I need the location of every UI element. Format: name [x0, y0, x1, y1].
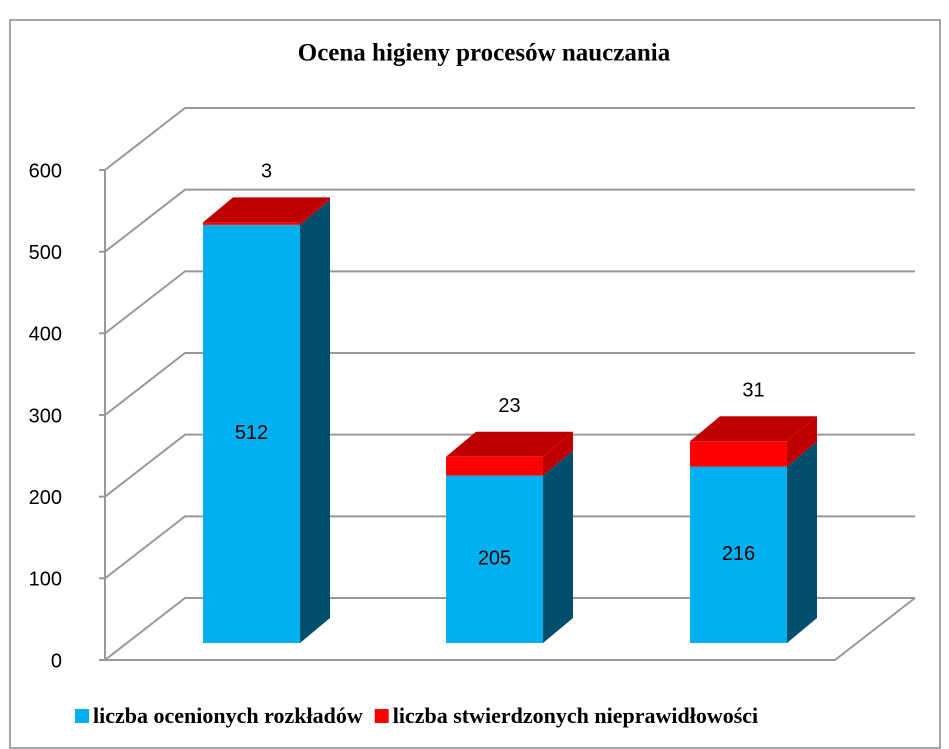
value-label: 205: [478, 548, 511, 570]
grid-line: [104, 433, 915, 498]
y-tick-label: 100: [29, 569, 62, 591]
bar-front: [203, 224, 300, 643]
value-label: 23: [498, 395, 520, 417]
legend-swatch: [75, 709, 89, 723]
legend-label: liczba ocenionych rozkładów: [93, 703, 363, 728]
bar-top: [446, 431, 573, 457]
bar-front: [690, 441, 787, 467]
bar-front: [446, 456, 543, 476]
grid-line: [104, 515, 915, 580]
y-tick-label: 400: [29, 324, 62, 346]
bar-front: [203, 222, 300, 225]
grid-line: [104, 107, 915, 171]
value-label: 3: [261, 161, 272, 183]
y-tick-label: 0: [51, 650, 62, 672]
y-tick-label: 500: [29, 242, 62, 264]
bar-front: [690, 466, 787, 643]
value-label: 31: [742, 380, 764, 402]
bar-top: [203, 197, 330, 223]
bar-side: [300, 199, 330, 643]
bar-front: [446, 475, 543, 643]
legend-swatch: [374, 709, 389, 723]
bar-side: [300, 197, 330, 225]
grid-line: [104, 270, 915, 335]
grid-line: [104, 188, 915, 253]
legend-label: liczba stwierdzonych nieprawidłowości: [393, 703, 758, 728]
value-label: 216: [722, 543, 755, 565]
bar-side: [787, 416, 817, 467]
floor: [105, 597, 916, 661]
value-label: 512: [235, 422, 268, 444]
y-tick-label: 200: [29, 487, 62, 509]
grid-line: [104, 597, 915, 661]
bar-side: [543, 450, 573, 643]
bar-side: [787, 441, 817, 643]
grid-line: [104, 352, 915, 416]
bar-side: [543, 431, 573, 476]
chart-title: Ocena higieny procesów nauczania: [298, 40, 671, 67]
y-tick-label: 300: [29, 405, 62, 427]
y-tick-label: 600: [29, 160, 62, 182]
bar-top: [690, 416, 817, 442]
